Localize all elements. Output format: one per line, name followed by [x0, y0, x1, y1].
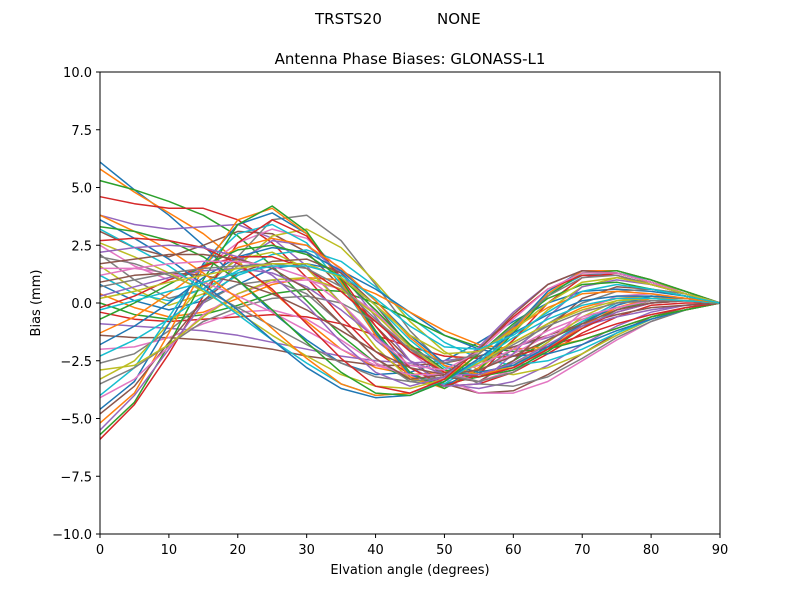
y-tick-label: −7.5: [60, 470, 92, 485]
x-tick-label: 30: [298, 543, 315, 558]
series-line-15: [99, 302, 721, 364]
y-tick-label: 10.0: [63, 66, 92, 81]
plot-area: [99, 161, 721, 440]
series-line-43: [99, 226, 721, 397]
series-line-9: [99, 228, 721, 376]
suptitle-antenna: NONE: [437, 10, 481, 28]
x-tick-label: 0: [96, 543, 104, 558]
x-tick-label: 90: [712, 543, 729, 558]
y-axis-label: Bias (mm): [29, 270, 44, 337]
x-tick-label: 50: [436, 543, 453, 558]
suptitle-station: TRSTS20: [314, 10, 382, 28]
x-tick-label: 70: [574, 543, 591, 558]
x-axis: 0 10 20 30 40 50 60 70 80 90: [96, 534, 728, 558]
series-line-1: [99, 161, 721, 376]
x-tick-label: 60: [505, 543, 522, 558]
y-tick-label: −5.0: [60, 413, 92, 428]
y-tick-label: −2.5: [60, 355, 92, 370]
y-tick-label: −10.0: [52, 528, 92, 543]
series-line-47: [99, 260, 721, 371]
x-tick-label: 80: [643, 543, 660, 558]
series-line-50: [99, 265, 721, 350]
y-tick-label: 0.0: [71, 297, 92, 312]
series-line-23: [99, 205, 721, 436]
y-tick-label: 2.5: [71, 239, 92, 254]
x-tick-label: 10: [161, 543, 178, 558]
y-tick-label: 5.0: [71, 182, 92, 197]
y-tick-label: 7.5: [71, 124, 92, 139]
y-axis: −10.0 −7.5 −5.0 −2.5 0.0 2.5 5.0 7.5 10.0: [52, 66, 100, 543]
series-line-39: [99, 242, 721, 390]
chart-title: Antenna Phase Biases: GLONASS-L1: [275, 50, 546, 68]
x-tick-label: 20: [230, 543, 247, 558]
x-tick-label: 40: [367, 543, 384, 558]
series-line-35: [99, 267, 721, 376]
x-axis-label: Elvation angle (degrees): [330, 563, 489, 578]
series-line-49: [99, 262, 721, 355]
series-line-48: [99, 262, 721, 364]
